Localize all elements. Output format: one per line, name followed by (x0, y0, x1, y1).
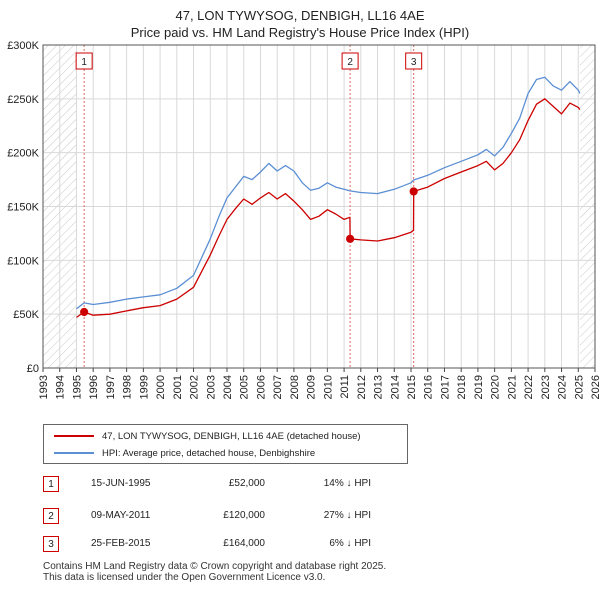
y-tick-label: £300K (7, 40, 39, 52)
sale-number-label: 1 (81, 57, 87, 68)
sale-row: 2 09-MAY-2011 £120,000 27% ↓ HPI (43, 508, 583, 526)
x-tick-label: 2020 (490, 375, 502, 399)
sale-number-label: 3 (411, 57, 417, 68)
legend-label-hpi: HPI: Average price, detached house, Denb… (102, 447, 316, 459)
x-tick-label: 2019 (473, 375, 485, 399)
x-tick-label: 2001 (172, 375, 184, 399)
legend-item-property: 47, LON TYWYSOG, DENBIGH, LL16 4AE (deta… (54, 428, 361, 444)
sale-date: 09-MAY-2011 (91, 510, 151, 521)
x-tick-label: 2023 (540, 375, 552, 399)
sale-price: £120,000 (223, 510, 265, 521)
sale-point (346, 234, 355, 243)
sale-date: 25-FEB-2015 (91, 538, 151, 549)
x-tick-label: 2025 (573, 375, 585, 399)
sale-number-box (341, 52, 359, 70)
chart-title: 47, LON TYWYSOG, DENBIGH, LL16 4AE (175, 8, 425, 23)
sale-number-badge: 3 (43, 536, 59, 552)
x-tick-label: 2010 (322, 375, 334, 399)
price-chart: 1 2 3 £0 £50K £100K £150K £200K £250K £300K 1993 1… (7, 40, 600, 399)
sale-hpi-delta: 6% ↓ HPI (329, 538, 371, 549)
sale-number-label: 2 (347, 57, 353, 68)
x-tick-label: 2005 (239, 375, 251, 399)
legend-swatch-property (54, 435, 94, 437)
x-tick-label: 2017 (439, 375, 451, 399)
x-tick-label: 2021 (506, 375, 518, 399)
x-tick-label: 1995 (71, 375, 83, 399)
y-tick-label: £50K (13, 309, 39, 321)
legend-label-property: 47, LON TYWYSOG, DENBIGH, LL16 4AE (deta… (102, 430, 361, 442)
footer-copyright: Contains HM Land Registry data © Crown c… (43, 561, 387, 572)
x-tick-label: 2007 (272, 375, 284, 399)
x-tick-label: 2015 (406, 375, 418, 399)
x-tick-label: 2024 (557, 375, 569, 399)
legend-swatch-hpi (54, 452, 94, 454)
sale-point (80, 307, 89, 317)
footer-licence: This data is licensed under the Open Gov… (43, 572, 326, 583)
y-tick-label: £250K (7, 94, 39, 106)
x-tick-label: 2011 (339, 375, 351, 399)
x-tick-label: 2018 (456, 375, 468, 399)
x-tick-label: 2014 (389, 375, 401, 399)
y-tick-label: £150K (7, 202, 39, 214)
sale-number-box (405, 52, 423, 70)
x-tick-label: 2008 (289, 375, 301, 399)
x-tick-label: 2002 (189, 375, 201, 399)
sale-number-box (75, 52, 93, 70)
chart-subtitle: Price paid vs. HM Land Registry's House … (130, 25, 470, 40)
x-tick-label: 2009 (306, 375, 318, 399)
y-tick-label: £0 (27, 363, 39, 375)
sale-row: 3 25-FEB-2015 £164,000 6% ↓ HPI (43, 536, 583, 554)
x-tick-label: 1996 (88, 375, 100, 399)
sale-hpi-delta: 27% ↓ HPI (323, 510, 371, 521)
y-tick-label: £200K (7, 148, 39, 160)
sale-date: 15-JUN-1995 (91, 478, 151, 489)
x-tick-label: 2000 (155, 375, 167, 399)
sale-hpi-delta: 14% ↓ HPI (323, 478, 371, 489)
sale-number-badge: 1 (43, 476, 59, 492)
x-tick-label: 1993 (38, 375, 50, 399)
series-line-hpi (76, 76, 581, 310)
x-tick-label: 2016 (423, 375, 435, 399)
x-tick-label: 2026 (590, 375, 600, 399)
sale-point (409, 187, 418, 196)
plot-frame (42, 44, 596, 369)
footer: Contains HM Land Registry data © Crown c… (43, 561, 386, 583)
x-tick-label: 1999 (138, 375, 150, 399)
sale-price: £52,000 (228, 478, 265, 489)
x-tick-label: 2003 (205, 375, 217, 399)
sale-number-badge: 2 (43, 508, 59, 524)
x-tick-label: 2012 (356, 375, 368, 399)
x-tick-label: 2006 (255, 375, 267, 399)
y-tick-label: £100K (7, 255, 39, 267)
series-line-property (76, 98, 581, 318)
x-tick-label: 2022 (523, 375, 535, 399)
x-tick-label: 2013 (373, 375, 385, 399)
x-tick-label: 1994 (55, 375, 67, 399)
x-tick-label: 1997 (105, 375, 117, 399)
chart-title-block: 47, LON TYWYSOG, DENBIGH, LL16 4AE Price… (0, 7, 600, 41)
x-tick-label: 2004 (222, 375, 234, 399)
legend-item-hpi: HPI: Average price, detached house, Denb… (54, 445, 315, 461)
legend: 47, LON TYWYSOG, DENBIGH, LL16 4AE (deta… (43, 424, 408, 464)
sale-row: 1 15-JUN-1995 £52,000 14% ↓ HPI (43, 476, 583, 494)
sale-price: £164,000 (223, 538, 265, 549)
x-tick-label: 1998 (122, 375, 134, 399)
